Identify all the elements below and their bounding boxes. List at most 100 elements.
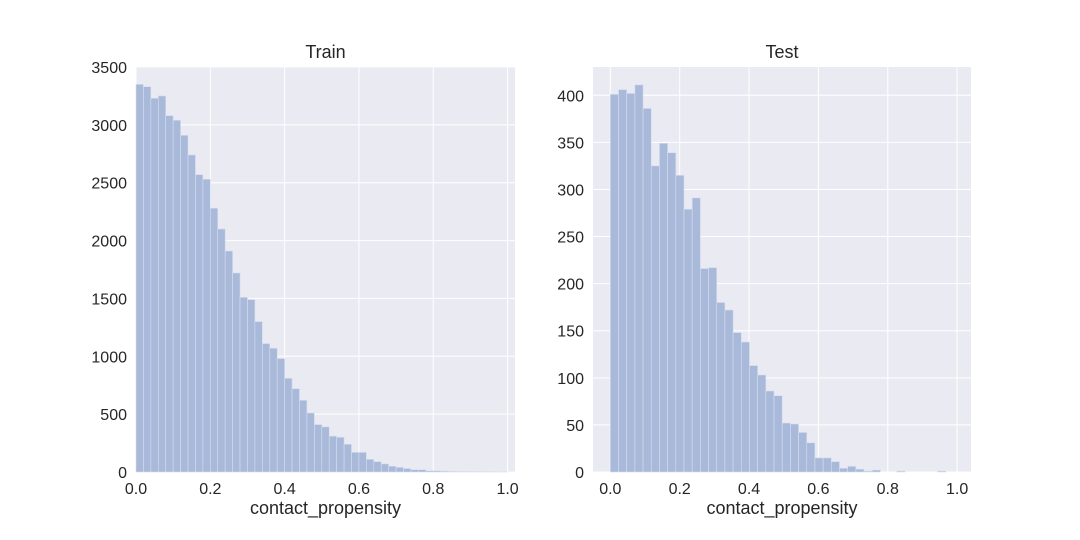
train-x-tick-label: 0.0 bbox=[125, 481, 147, 498]
train-y-tick-label: 2000 bbox=[91, 234, 127, 251]
train-y-tick-label: 0 bbox=[118, 465, 127, 482]
test-y-tick-label: 400 bbox=[557, 88, 584, 105]
test-bar bbox=[839, 467, 848, 473]
test-x-tick-label: 0.0 bbox=[599, 481, 621, 498]
train-y-tick-label: 1000 bbox=[91, 349, 127, 366]
test-x-tick-label: 1.0 bbox=[946, 481, 968, 498]
test-title: Test bbox=[765, 42, 798, 62]
train-y-tick-label: 3500 bbox=[91, 60, 127, 77]
test-bar bbox=[650, 165, 660, 473]
train-bar bbox=[247, 299, 256, 473]
train-xlabel: contact_propensity bbox=[250, 498, 401, 519]
train-bar bbox=[239, 296, 248, 473]
train-bar bbox=[143, 86, 152, 473]
train-bar bbox=[358, 452, 367, 473]
test-bar bbox=[765, 390, 775, 473]
train-bar bbox=[321, 426, 330, 473]
train-title: Train bbox=[305, 42, 345, 62]
train-bar bbox=[306, 412, 315, 473]
test-y-tick-label: 350 bbox=[557, 135, 584, 152]
train-x-tick-label: 0.2 bbox=[199, 481, 221, 498]
test-bar bbox=[716, 302, 726, 473]
train-bar bbox=[291, 388, 300, 473]
train-bar bbox=[425, 470, 434, 473]
test-bar bbox=[831, 461, 840, 473]
test-bar bbox=[683, 208, 693, 473]
test-y-tick-label: 50 bbox=[566, 418, 584, 435]
train-bar bbox=[336, 436, 345, 473]
test-bar bbox=[806, 442, 816, 473]
train-plot: 0.0 0.2 0.4 0.6 0.8 1.0 0 500 1000 1500 2000 2500 30… bbox=[91, 60, 518, 498]
test-bar bbox=[659, 142, 668, 473]
train-bar bbox=[276, 358, 285, 473]
test-x-tick-label: 0.8 bbox=[877, 481, 899, 498]
train-bar bbox=[262, 343, 271, 473]
test-bar bbox=[871, 469, 881, 473]
train-y-tick-label: 1500 bbox=[91, 291, 127, 308]
test-bar bbox=[781, 422, 791, 473]
train-bar bbox=[135, 84, 144, 473]
test-xlabel: contact_propensity bbox=[706, 498, 857, 519]
test-bar bbox=[732, 332, 742, 473]
test-x-tick-label: 0.2 bbox=[669, 481, 691, 498]
test-bar bbox=[634, 84, 644, 473]
train-x-tick-label: 1.0 bbox=[496, 481, 518, 498]
test-bar bbox=[863, 470, 873, 473]
test-x-tick-label: 0.4 bbox=[738, 481, 760, 498]
test-bar bbox=[757, 374, 767, 473]
train-bar bbox=[328, 435, 337, 473]
test-bar bbox=[937, 470, 947, 473]
train-bar bbox=[172, 119, 181, 473]
test-bar bbox=[626, 93, 636, 473]
test-bar bbox=[790, 423, 799, 473]
test-bar bbox=[724, 309, 734, 473]
test-bar bbox=[675, 175, 685, 473]
train-y-tick-label: 2500 bbox=[91, 176, 127, 193]
train-y-tick-label: 3000 bbox=[91, 118, 127, 135]
test-bar bbox=[618, 89, 628, 473]
test-bar bbox=[740, 341, 750, 473]
train-bar bbox=[440, 470, 449, 473]
train-x-tick-label: 0.4 bbox=[274, 481, 296, 498]
test-bar bbox=[667, 152, 677, 473]
test-y-tick-label: 200 bbox=[557, 277, 584, 294]
test-bar bbox=[896, 470, 906, 473]
train-bar bbox=[373, 461, 382, 473]
train-bar bbox=[418, 469, 427, 473]
test-y-tick-label: 150 bbox=[557, 324, 584, 341]
train-bar bbox=[195, 174, 204, 473]
train-bar bbox=[395, 467, 404, 473]
train-bar bbox=[299, 399, 308, 473]
test-bar bbox=[847, 466, 857, 473]
test-y-tick-label: 250 bbox=[557, 230, 584, 247]
train-bar bbox=[388, 465, 397, 473]
test-bar bbox=[749, 365, 758, 473]
test-x-tick-label: 0.6 bbox=[807, 481, 829, 498]
test-bar bbox=[773, 395, 783, 473]
test-bar bbox=[822, 457, 832, 473]
train-bar bbox=[150, 97, 159, 473]
train-bar bbox=[202, 178, 211, 473]
test-bar bbox=[814, 457, 824, 473]
train-bar bbox=[351, 452, 360, 473]
test-bar bbox=[798, 432, 808, 473]
train-bar bbox=[366, 458, 375, 473]
test-y-tick-label: 300 bbox=[557, 182, 584, 199]
test-bar bbox=[691, 197, 701, 473]
test-bar bbox=[610, 94, 619, 473]
train-x-tick-label: 0.6 bbox=[348, 481, 370, 498]
train-bar bbox=[432, 470, 441, 473]
train-bar bbox=[343, 443, 352, 473]
train-bar bbox=[455, 471, 464, 473]
train-bar bbox=[210, 207, 219, 473]
train-y-tick-label: 500 bbox=[100, 407, 127, 424]
train-bar bbox=[224, 250, 233, 473]
train-bar bbox=[180, 134, 189, 473]
test-bar bbox=[642, 108, 652, 473]
train-bar bbox=[254, 321, 263, 473]
train-bar bbox=[217, 228, 226, 473]
train-bar bbox=[447, 471, 456, 473]
train-x-tick-label: 0.8 bbox=[422, 481, 444, 498]
train-bar bbox=[232, 272, 241, 473]
test-y-tick-label: 0 bbox=[575, 465, 584, 482]
